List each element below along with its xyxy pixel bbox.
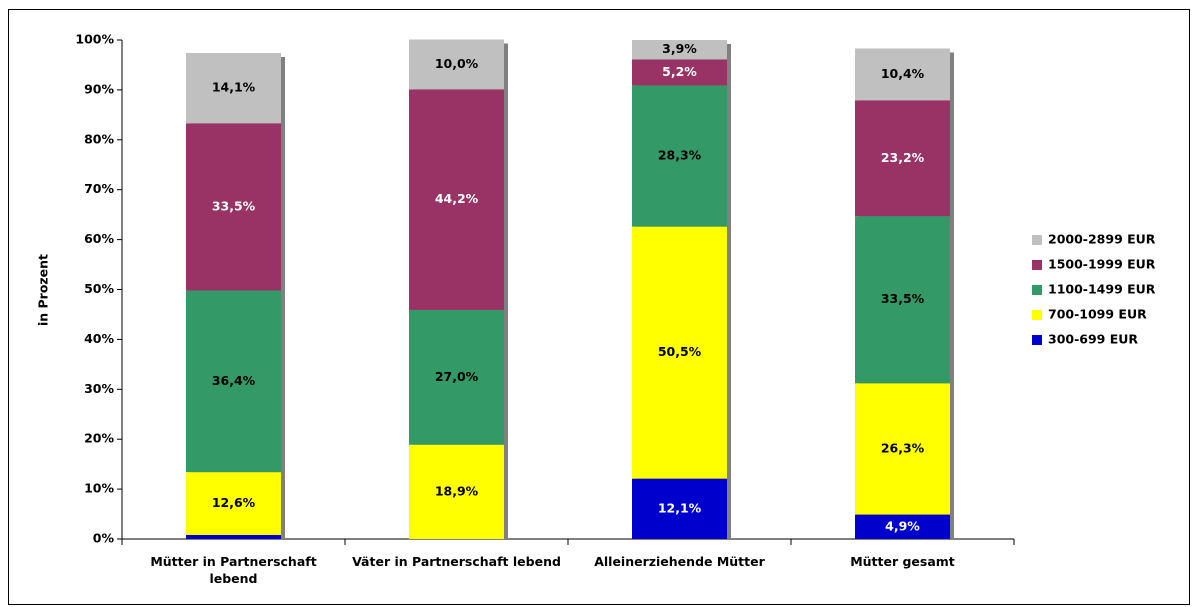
data-label: 14,1% bbox=[212, 80, 256, 95]
bar-segment bbox=[632, 40, 727, 60]
data-label: 33,5% bbox=[212, 198, 256, 213]
y-axis-label: in Prozent bbox=[36, 254, 51, 326]
legend-swatch bbox=[1032, 310, 1042, 320]
x-tick-label: Alleinerziehende Mütter bbox=[594, 554, 765, 569]
data-label: 18,9% bbox=[435, 483, 479, 498]
x-tick-label: Mütter gesamt bbox=[850, 554, 955, 569]
data-label: 5,2% bbox=[662, 64, 697, 79]
frame bbox=[8, 9, 1190, 605]
y-tick-label: 30% bbox=[84, 381, 114, 396]
legend-swatch bbox=[1032, 235, 1042, 245]
data-label: 10,0% bbox=[435, 56, 479, 71]
bar-segment bbox=[186, 535, 281, 539]
legend-label: 1500-1999 EUR bbox=[1048, 257, 1156, 272]
bar-segment bbox=[186, 123, 281, 291]
data-label: 33,5% bbox=[881, 291, 925, 306]
bar-segment bbox=[855, 216, 950, 384]
y-tick-label: 90% bbox=[84, 81, 114, 96]
legend-swatch bbox=[1032, 335, 1042, 345]
data-label: 3,9% bbox=[662, 41, 697, 56]
y-tick-label: 50% bbox=[84, 281, 114, 296]
bar-segment bbox=[632, 478, 727, 539]
data-label: 23,2% bbox=[881, 150, 925, 165]
bar-segment bbox=[409, 39, 504, 90]
data-label: 28,3% bbox=[658, 148, 702, 163]
bar-segment bbox=[409, 444, 504, 539]
y-tick-label: 20% bbox=[84, 431, 114, 446]
bar-segment bbox=[186, 290, 281, 473]
bar-segment bbox=[409, 309, 504, 445]
data-label: 44,2% bbox=[435, 191, 479, 206]
bar-segment bbox=[632, 59, 727, 86]
bar-segment bbox=[855, 514, 950, 539]
data-label: 12,1% bbox=[658, 500, 702, 515]
y-tick-label: 40% bbox=[84, 331, 114, 346]
legend-label: 1100-1499 EUR bbox=[1048, 282, 1156, 297]
legend-label: 300-699 EUR bbox=[1048, 332, 1138, 347]
bar-segment bbox=[186, 52, 281, 124]
data-label: 36,4% bbox=[212, 373, 256, 388]
bar-segment bbox=[855, 383, 950, 515]
data-label: 27,0% bbox=[435, 369, 479, 384]
bar-segment bbox=[409, 89, 504, 310]
y-tick-label: 70% bbox=[84, 181, 114, 196]
data-label: 12,6% bbox=[212, 495, 256, 510]
data-label: 10,4% bbox=[881, 66, 925, 81]
data-label: 50,5% bbox=[658, 344, 702, 359]
legend-label: 700-1099 EUR bbox=[1048, 307, 1147, 322]
legend-swatch bbox=[1032, 285, 1042, 295]
y-tick-label: 60% bbox=[84, 231, 114, 246]
bar-segment bbox=[632, 85, 727, 227]
x-tick-label: Väter in Partnerschaft lebend bbox=[352, 554, 561, 569]
bar-segment bbox=[855, 48, 950, 101]
y-tick-label: 0% bbox=[93, 531, 115, 546]
data-label: 4,9% bbox=[885, 518, 920, 533]
bar-segment bbox=[632, 226, 727, 479]
x-tick-label: Mütter in Partnerschaft lebend bbox=[150, 554, 317, 586]
legend-label: 2000-2899 EUR bbox=[1048, 232, 1156, 247]
legend-swatch bbox=[1032, 260, 1042, 270]
y-tick-label: 10% bbox=[84, 481, 114, 496]
y-tick-label: 80% bbox=[84, 131, 114, 146]
data-label: 26,3% bbox=[881, 440, 925, 455]
y-tick-label: 100% bbox=[75, 32, 114, 47]
bar-segment bbox=[186, 472, 281, 536]
bar-segment bbox=[855, 100, 950, 217]
